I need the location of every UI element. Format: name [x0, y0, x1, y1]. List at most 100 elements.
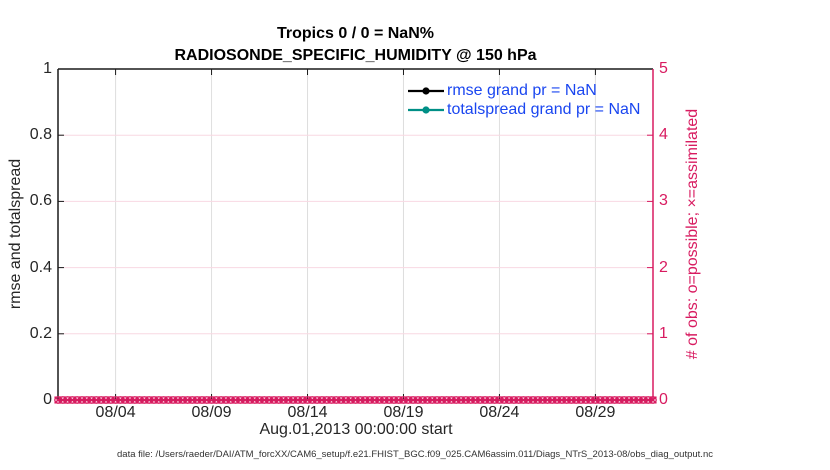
obs-possible-marker [529, 396, 537, 404]
obs-possible-marker [385, 396, 393, 404]
obs-possible-marker [649, 396, 657, 404]
legend-entry-rmse: rmse grand pr = NaN [447, 82, 597, 99]
obs-possible-marker [577, 396, 585, 404]
y-axis-right-label: # of obs: o=possible; ×=assimilated [684, 108, 701, 360]
obs-possible-marker [476, 396, 485, 404]
obs-possible-marker [164, 396, 173, 404]
obs-possible-marker [231, 396, 240, 404]
y-left-tick-label: 0.4 [29, 258, 52, 276]
obs-possible-marker [629, 396, 638, 404]
obs-possible-marker [423, 396, 432, 404]
footer-datafile-path: data file: /Users/raeder/DAI/ATM_forcXX/… [117, 449, 713, 460]
obs-possible-marker [250, 396, 259, 404]
obs-possible-marker [202, 396, 211, 404]
obs-possible-marker [557, 396, 566, 404]
obs-possible-marker [562, 396, 571, 404]
obs-possible-marker [380, 396, 389, 404]
obs-possible-marker [318, 396, 326, 404]
obs-possible-marker [159, 396, 168, 404]
obs-possible-marker [154, 396, 163, 404]
obs-possible-marker [644, 396, 653, 404]
obs-possible-marker [97, 396, 106, 404]
obs-possible-marker [433, 396, 441, 404]
y-right-tick-label: 5 [659, 60, 668, 77]
obs-possible-marker [174, 396, 182, 404]
obs-possible-marker [414, 396, 422, 404]
obs-possible-marker [572, 396, 581, 404]
obs-possible-marker [274, 396, 283, 404]
obs-possible-marker [322, 396, 331, 404]
obs-possible-marker [178, 396, 187, 404]
obs-possible-marker [222, 396, 230, 404]
obs-possible-marker [342, 396, 350, 404]
obs-possible-marker [471, 396, 480, 404]
obs-possible-marker [126, 396, 134, 404]
obs-possible-marker [462, 396, 470, 404]
obs-possible-marker [255, 396, 264, 404]
obs-possible-marker [241, 396, 249, 404]
obs-possible-marker [442, 396, 451, 404]
obs-possible-marker [533, 396, 542, 404]
obs-possible-marker [313, 396, 321, 404]
obs-possible-marker [140, 396, 149, 404]
obs-possible-marker [102, 396, 110, 404]
obs-possible-marker [260, 396, 269, 404]
obs-possible-marker [236, 396, 245, 404]
obs-possible-marker [490, 396, 499, 404]
x-tick-label: 08/19 [383, 404, 424, 421]
obs-possible-marker [327, 396, 336, 404]
obs-possible-marker [212, 396, 221, 404]
obs-possible-marker [294, 396, 302, 404]
obs-possible-marker [601, 396, 609, 404]
obs-possible-marker [270, 396, 278, 404]
obs-possible-marker [519, 396, 528, 404]
obs-possible-marker [332, 396, 341, 404]
obs-possible-marker [553, 396, 561, 404]
obs-possible-marker [370, 396, 379, 404]
obs-possible-marker [207, 396, 216, 404]
obs-possible-marker [548, 396, 557, 404]
obs-possible-marker [87, 396, 96, 404]
obs-possible-marker [495, 396, 504, 404]
obs-possible-marker [217, 396, 225, 404]
obs-possible-marker [111, 396, 120, 404]
obs-assimilated-marker [649, 396, 657, 404]
obs-possible-marker [457, 396, 465, 404]
obs-possible-marker [130, 396, 139, 404]
x-tick-label: 08/04 [95, 404, 136, 421]
obs-possible-marker [298, 396, 307, 404]
obs-possible-marker [58, 396, 67, 404]
obs-possible-marker [581, 396, 590, 404]
obs-possible-marker [591, 396, 600, 404]
obs-possible-marker [404, 396, 413, 404]
obs-possible-marker [543, 396, 552, 404]
obs-possible-marker [337, 396, 345, 404]
obs-possible-marker [92, 396, 101, 404]
obs-possible-marker [183, 396, 192, 404]
y-left-tick-label: 0 [43, 391, 52, 408]
x-tick-label: 08/14 [287, 404, 328, 421]
obs-possible-marker [438, 396, 446, 404]
obs-possible-marker [639, 396, 648, 404]
y-right-tick-label: 1 [659, 324, 668, 342]
obs-possible-marker [135, 396, 144, 404]
x-tick-label: 08/29 [575, 404, 616, 421]
x-tick-label: 08/09 [191, 404, 232, 421]
y-right-tick-label: 0 [659, 391, 668, 408]
obs-possible-marker [447, 396, 456, 404]
obs-possible-marker [198, 396, 206, 404]
obs-possible-marker [361, 396, 369, 404]
obs-possible-marker [586, 396, 595, 404]
obs-possible-marker [605, 396, 614, 404]
obs-possible-marker [82, 396, 91, 404]
obs-possible-marker [500, 396, 509, 404]
y-right-tick-label: 4 [659, 126, 668, 144]
y-left-tick-label: 0.8 [29, 126, 52, 144]
obs-possible-marker [399, 396, 408, 404]
obs-possible-marker [567, 396, 576, 404]
obs-possible-marker [375, 396, 384, 404]
obs-possible-marker [346, 396, 355, 404]
obs-possible-marker [150, 396, 158, 404]
